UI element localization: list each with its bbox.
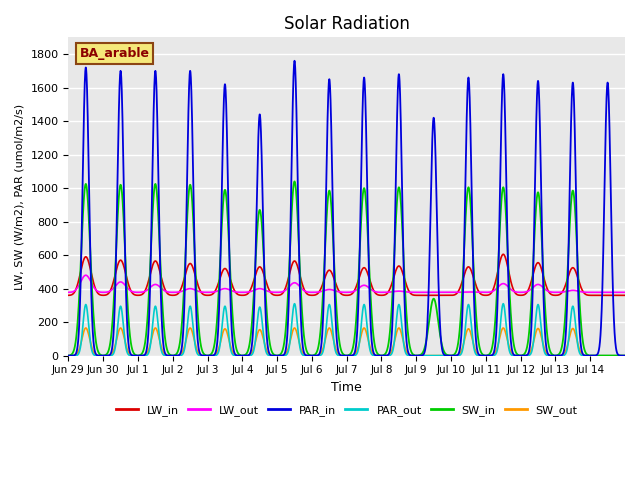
Line: SW_in: SW_in xyxy=(68,181,625,356)
PAR_out xyxy=(536,312,544,318)
LW_in xyxy=(503,260,511,265)
PAR_out xyxy=(291,301,298,307)
LW_in xyxy=(536,262,544,268)
X-axis label: Time: Time xyxy=(332,381,362,394)
SW_out xyxy=(502,334,510,339)
SW_in xyxy=(179,314,186,320)
LW_in xyxy=(615,292,623,298)
LW_in xyxy=(621,292,628,298)
PAR_in xyxy=(621,353,628,359)
SW_in xyxy=(536,204,544,209)
LW_in xyxy=(418,292,426,298)
Legend: LW_in, LW_out, PAR_in, PAR_out, SW_in, SW_out: LW_in, LW_out, PAR_in, PAR_out, SW_in, S… xyxy=(111,400,582,420)
SW_out xyxy=(418,353,426,359)
PAR_out xyxy=(467,320,475,325)
PAR_in xyxy=(418,352,426,358)
PAR_out xyxy=(621,353,628,359)
PAR_out xyxy=(179,352,186,358)
PAR_in xyxy=(467,156,475,162)
LW_in xyxy=(467,267,475,273)
Text: BA_arable: BA_arable xyxy=(79,47,150,60)
Line: SW_out: SW_out xyxy=(68,328,625,356)
LW_out xyxy=(65,289,72,295)
PAR_in xyxy=(179,340,186,346)
LW_out xyxy=(467,289,475,295)
Line: PAR_in: PAR_in xyxy=(68,61,625,356)
LW_out xyxy=(536,282,544,288)
SW_out xyxy=(621,353,628,359)
SW_out xyxy=(179,349,186,355)
LW_in xyxy=(179,282,186,288)
Line: PAR_out: PAR_out xyxy=(68,304,625,356)
PAR_out xyxy=(65,353,72,359)
SW_out xyxy=(467,332,475,337)
LW_in xyxy=(422,292,429,298)
SW_in xyxy=(615,353,623,359)
SW_out xyxy=(82,325,90,331)
SW_in xyxy=(291,179,298,184)
PAR_in xyxy=(65,353,72,359)
LW_out xyxy=(615,289,623,295)
LW_out xyxy=(503,282,511,288)
SW_in xyxy=(418,351,426,357)
SW_in xyxy=(65,353,72,359)
LW_out xyxy=(82,272,90,278)
PAR_out xyxy=(615,353,623,359)
LW_out xyxy=(421,289,429,295)
SW_in xyxy=(621,353,628,359)
SW_out xyxy=(536,329,544,335)
LW_out xyxy=(418,289,426,295)
PAR_in xyxy=(536,125,544,131)
PAR_out xyxy=(418,353,426,359)
PAR_in xyxy=(502,192,510,197)
Title: Solar Radiation: Solar Radiation xyxy=(284,15,410,33)
LW_in xyxy=(65,292,72,298)
SW_in xyxy=(467,210,475,216)
SW_out xyxy=(65,353,72,359)
Line: LW_out: LW_out xyxy=(68,275,625,292)
Line: LW_in: LW_in xyxy=(68,254,625,295)
SW_out xyxy=(615,353,623,359)
LW_in xyxy=(499,252,507,257)
Y-axis label: LW, SW (W/m2), PAR (umol/m2/s): LW, SW (W/m2), PAR (umol/m2/s) xyxy=(15,103,25,289)
SW_in xyxy=(502,224,510,229)
LW_out xyxy=(179,288,186,294)
LW_out xyxy=(621,289,628,295)
PAR_out xyxy=(502,327,510,333)
PAR_in xyxy=(615,352,623,358)
PAR_in xyxy=(291,58,298,64)
